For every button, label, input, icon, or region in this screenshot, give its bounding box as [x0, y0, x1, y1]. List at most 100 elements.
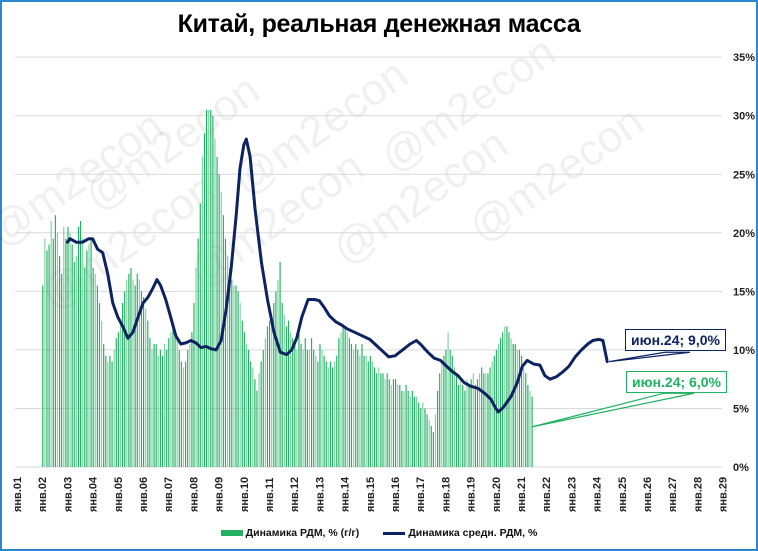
bar — [378, 367, 380, 467]
bar — [416, 396, 418, 467]
bar — [411, 390, 413, 467]
bar — [374, 367, 376, 467]
bar — [122, 303, 124, 467]
y-tick-label: 0% — [733, 462, 749, 474]
bar — [437, 390, 439, 467]
x-tick-label: янв.12 — [289, 477, 301, 512]
bar — [216, 156, 218, 467]
y-tick-label: 10% — [733, 345, 755, 357]
bar — [365, 355, 367, 467]
x-tick-label: янв.14 — [340, 476, 352, 512]
bar — [516, 349, 518, 467]
bar — [497, 344, 500, 467]
bar — [357, 349, 359, 467]
bar — [466, 379, 468, 468]
bar — [136, 273, 138, 467]
bar — [96, 285, 98, 468]
bar — [308, 349, 311, 467]
line-last-value-callout: июн.24; 9,0% — [625, 329, 726, 351]
callout-leaders — [532, 351, 695, 428]
bar — [189, 344, 191, 467]
bar-last-value-callout: июн.24; 6,0% — [626, 371, 727, 393]
bar — [54, 215, 56, 467]
bar — [395, 379, 397, 468]
x-tick-label: янв.05 — [113, 477, 125, 512]
bar — [483, 373, 485, 467]
bar — [460, 379, 462, 468]
bar — [462, 385, 464, 467]
x-tick-label: янв.16 — [390, 477, 402, 512]
bar — [84, 267, 86, 467]
bar — [529, 390, 531, 467]
bar-swatch-icon — [220, 530, 243, 536]
bar — [363, 355, 365, 467]
bar — [361, 344, 363, 467]
bar — [327, 367, 329, 467]
bar-series — [42, 109, 533, 468]
bar — [153, 344, 155, 467]
bar — [348, 338, 350, 467]
bar — [138, 279, 140, 467]
x-tick-label: янв.08 — [188, 477, 200, 512]
bar — [245, 344, 248, 467]
bar — [44, 238, 46, 467]
bar — [250, 361, 252, 467]
bar — [212, 115, 214, 467]
bar — [67, 226, 69, 467]
bar — [264, 338, 266, 467]
bar — [392, 379, 395, 468]
x-tick-label: янв.27 — [667, 477, 679, 512]
bar — [277, 279, 279, 467]
bar — [180, 361, 182, 467]
bar — [325, 361, 327, 467]
bar — [258, 373, 260, 467]
bar — [239, 303, 241, 467]
bar — [468, 385, 470, 467]
y-tick-label: 15% — [733, 286, 755, 298]
bar — [409, 396, 411, 467]
bar — [42, 285, 44, 468]
bar — [472, 373, 474, 467]
bar — [359, 355, 361, 467]
legend-bars-label: Динамика РДМ, % (г/г) — [245, 527, 360, 539]
bar — [218, 174, 220, 467]
bar — [48, 244, 50, 467]
bar — [214, 139, 216, 467]
bar — [285, 326, 287, 467]
bar — [134, 285, 136, 468]
bar — [474, 385, 476, 467]
bar — [302, 349, 304, 467]
bar — [371, 361, 374, 467]
bar — [151, 349, 153, 467]
bar — [170, 332, 172, 467]
bar — [397, 385, 399, 467]
bar — [273, 303, 275, 467]
bar — [399, 385, 401, 467]
legend-item-bars[interactable]: Динамика РДМ, % (г/г) — [220, 527, 360, 539]
bar — [208, 109, 210, 467]
bar — [248, 349, 250, 467]
legend-item-line[interactable]: Динамика средн. РДМ, % — [383, 527, 537, 539]
legend-line-label: Динамика средн. РДМ, % — [408, 527, 538, 539]
bar — [432, 431, 434, 467]
bar — [420, 408, 422, 467]
bar — [80, 221, 82, 467]
bar — [329, 361, 332, 467]
bar — [445, 349, 447, 467]
x-tick-label: янв.09 — [214, 477, 226, 512]
bar — [424, 408, 426, 467]
bar — [65, 238, 67, 467]
bar — [172, 326, 174, 467]
x-tick-label: янв.03 — [62, 477, 74, 512]
bar — [298, 332, 300, 467]
bar — [227, 256, 229, 467]
bar — [317, 361, 319, 467]
x-tick-label: янв.28 — [692, 477, 704, 512]
x-tick-label: янв.23 — [566, 477, 578, 512]
bar — [71, 244, 73, 467]
bar — [476, 379, 479, 468]
bar — [168, 338, 170, 467]
bar — [300, 344, 302, 467]
bar — [159, 349, 161, 467]
